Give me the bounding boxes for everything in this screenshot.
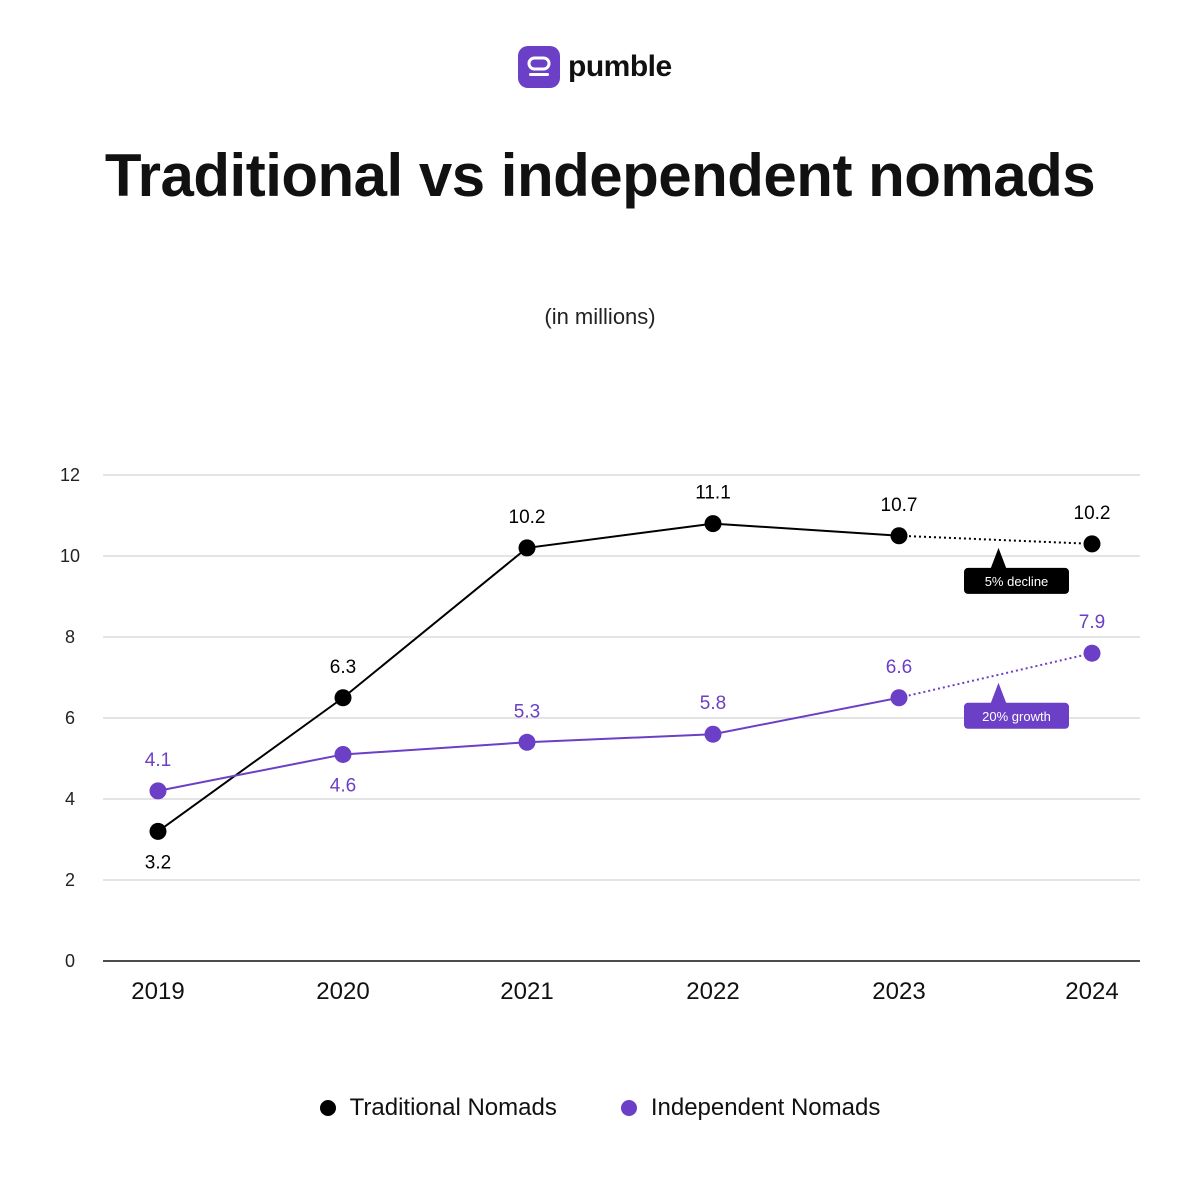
y-tick-label: 2 — [65, 870, 75, 890]
data-label: 5.3 — [514, 701, 540, 722]
data-point — [334, 745, 352, 763]
legend-marker-independent — [620, 1100, 637, 1116]
data-point — [149, 782, 167, 800]
x-tick-label: 2023 — [872, 978, 925, 1005]
data-label: 3.2 — [145, 852, 171, 873]
data-label: 4.6 — [330, 775, 356, 796]
data-label: 6.3 — [330, 657, 356, 678]
data-label: 10.7 — [881, 495, 918, 516]
data-point — [890, 689, 908, 707]
legend-label-traditional: Traditional Nomads — [349, 1094, 557, 1121]
brand-name: pumble — [568, 50, 672, 83]
annotation-label: 5% decline — [985, 574, 1049, 589]
legend-item-independent: Independent Nomads — [620, 1094, 881, 1122]
legend-marker-traditional — [319, 1100, 336, 1116]
y-tick-label: 0 — [65, 951, 75, 971]
data-point — [149, 822, 167, 840]
data-point — [334, 689, 352, 707]
annotation-box — [964, 567, 1069, 594]
data-point — [704, 515, 722, 533]
data-point — [518, 733, 536, 751]
y-tick-label: 12 — [60, 465, 80, 485]
y-tick-label: 6 — [65, 708, 75, 728]
chart-subtitle: (in millions) — [544, 304, 656, 329]
data-label: 5.8 — [700, 693, 726, 714]
annotation-pointer — [990, 682, 1007, 704]
chart-title: Traditional vs independent nomads — [104, 142, 1096, 209]
y-tick-label: 8 — [65, 627, 75, 647]
pumble-logo-icon — [518, 46, 560, 88]
x-tick-label: 2022 — [686, 978, 739, 1005]
data-label: 4.1 — [145, 750, 171, 771]
brand-logo: pumble — [518, 46, 672, 88]
annotation-label: 20% growth — [982, 709, 1051, 724]
chart-legend: Traditional Nomads Independent Nomads — [0, 1094, 1200, 1122]
x-tick-label: 2021 — [500, 978, 553, 1005]
data-label: 11.1 — [695, 483, 731, 504]
data-point — [890, 527, 908, 545]
data-point — [518, 539, 536, 557]
data-label: 10.2 — [1074, 503, 1111, 524]
annotation-box — [964, 702, 1069, 729]
series-line-0 — [157, 522, 900, 833]
data-label: 7.9 — [1079, 612, 1105, 633]
x-tick-label: 2020 — [316, 978, 369, 1005]
y-tick-label: 4 — [65, 789, 75, 809]
y-tick-label: 10 — [60, 546, 80, 566]
series-trend-line-0 — [898, 534, 1093, 545]
x-tick-label: 2024 — [1065, 978, 1118, 1005]
legend-label-independent: Independent Nomads — [650, 1094, 881, 1121]
annotation-pointer — [990, 547, 1007, 569]
data-point — [1083, 535, 1101, 553]
data-point — [1083, 644, 1101, 662]
data-point — [704, 725, 722, 743]
data-label: 6.6 — [886, 657, 912, 678]
data-label: 10.2 — [509, 507, 546, 528]
x-tick-label: 2019 — [131, 978, 184, 1005]
legend-item-traditional: Traditional Nomads — [319, 1094, 557, 1122]
series-trend-line-1 — [898, 652, 1093, 699]
